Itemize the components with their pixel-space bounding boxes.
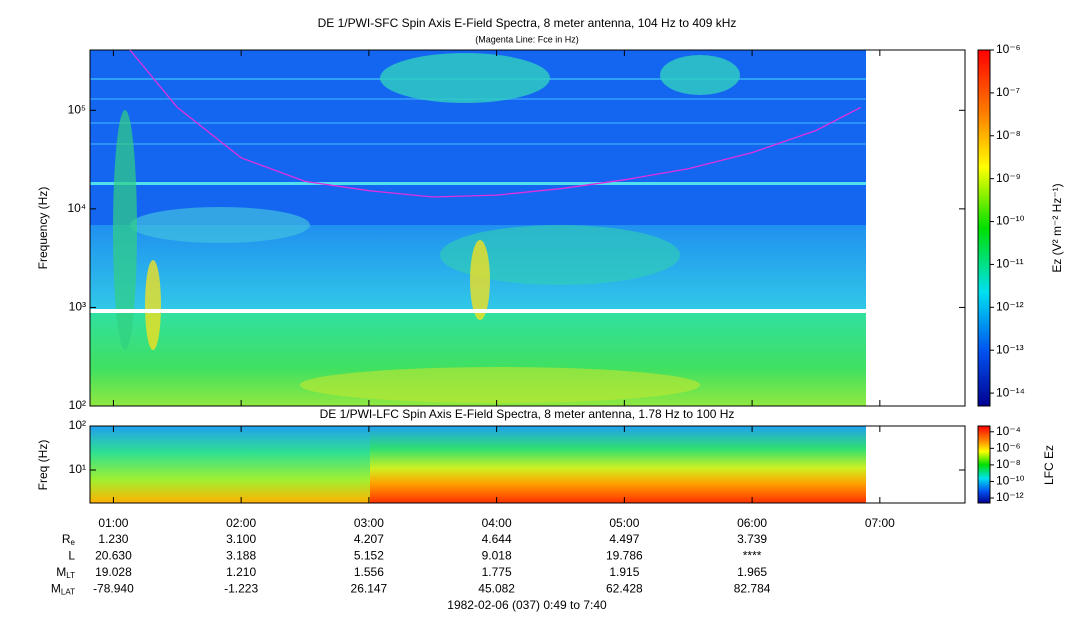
ephemeris-value: 1.210 <box>226 565 256 579</box>
ephemeris-value: 1.556 <box>354 565 384 579</box>
ephemeris-label: MLT <box>56 565 75 580</box>
lfc-spectrogram <box>90 426 866 503</box>
colorbar-tick-label: 10⁻⁶ <box>996 441 1021 455</box>
footer: 1982-02-06 (037) 0:49 to 7:40 <box>447 598 607 612</box>
x-tick-label: 03:00 <box>354 516 384 530</box>
ephemeris-sub: LAT <box>61 588 75 597</box>
ephemeris-name: M <box>51 582 61 596</box>
colorbar-tick-label: 10⁻¹⁴ <box>996 385 1025 399</box>
ephemeris-label: Re <box>62 532 76 547</box>
colorbar-tick-label: 10⁻⁴ <box>996 424 1021 438</box>
lfc-colorbar <box>977 425 991 504</box>
lfc-title: DE 1/PWI-LFC Spin Axis E-Field Spectra, … <box>320 407 735 421</box>
ephemeris-value: 19.786 <box>606 549 643 563</box>
sfc-frame <box>89 49 966 407</box>
ephemeris-value: -1.223 <box>224 582 258 596</box>
y-tick-label: 10¹ <box>69 462 86 476</box>
sfc-colorbar-label: Ez (V² m⁻² Hz⁻¹) <box>1050 183 1064 272</box>
colorbar-tick-label: 10⁻⁶ <box>996 42 1021 56</box>
x-tick-label: 01:00 <box>98 516 128 530</box>
ephemeris-sub: e <box>71 538 76 547</box>
ephemeris-value: 26.147 <box>351 582 388 596</box>
colorbar-tick-label: 10⁻⁸ <box>996 128 1021 142</box>
y-tick-label: 10⁴ <box>67 201 86 215</box>
x-tick-label: 07:00 <box>865 516 895 530</box>
ephemeris-value: 9.018 <box>482 549 512 563</box>
ephemeris-value: 5.152 <box>354 549 384 563</box>
ephemeris-value: 45.082 <box>478 582 515 596</box>
ephemeris-value: 82.784 <box>734 582 771 596</box>
sfc-subtitle: (Magenta Line: Fce in Hz) <box>475 34 579 44</box>
ephemeris-name: L <box>68 549 75 563</box>
colorbar-tick-label: 10⁻¹³ <box>996 342 1024 356</box>
colorbar-tick-label: 10⁻¹⁰ <box>996 214 1025 228</box>
sfc-colorbar <box>977 49 991 407</box>
ephemeris-sub: LT <box>66 571 75 580</box>
fce-line <box>129 49 861 198</box>
ephemeris-value: 1.965 <box>737 565 767 579</box>
colorbar-tick-label: 10⁻¹¹ <box>996 257 1024 271</box>
ephemeris-value: 3.100 <box>226 532 256 546</box>
sfc-y-label: Frequency (Hz) <box>36 187 50 270</box>
y-tick-label: 10² <box>69 418 86 432</box>
ephemeris-value: 4.497 <box>609 532 639 546</box>
lfc-colorbar-label: LFC Ez <box>1042 445 1056 485</box>
ephemeris-value: 4.644 <box>482 532 512 546</box>
sfc-spectrogram <box>90 50 866 406</box>
ephemeris-value: 3.739 <box>737 532 767 546</box>
colorbar-tick-label: 10⁻¹² <box>996 299 1024 313</box>
ephemeris-value: 3.188 <box>226 549 256 563</box>
x-tick-label: 02:00 <box>226 516 256 530</box>
colorbar-tick-label: 10⁻¹⁰ <box>996 474 1025 488</box>
ephemeris-value: 4.207 <box>354 532 384 546</box>
lfc-frame <box>89 425 966 504</box>
ephemeris-value: -78.940 <box>93 582 134 596</box>
y-tick-label: 10⁵ <box>68 102 86 116</box>
ephemeris-label: L <box>68 549 75 563</box>
ephemeris-value: 1.915 <box>609 565 639 579</box>
x-tick-label: 06:00 <box>737 516 767 530</box>
ephemeris-label: MLAT <box>51 582 75 597</box>
x-tick-label: 05:00 <box>609 516 639 530</box>
colorbar-tick-label: 10⁻⁸ <box>996 457 1021 471</box>
ephemeris-value: **** <box>743 549 762 563</box>
lfc-y-label: Freq (Hz) <box>36 440 50 491</box>
ephemeris-name: R <box>62 532 71 546</box>
colorbar-tick-label: 10⁻⁷ <box>996 85 1020 99</box>
ephemeris-value: 19.028 <box>95 565 132 579</box>
sfc-title: DE 1/PWI-SFC Spin Axis E-Field Spectra, … <box>318 16 737 30</box>
ephemeris-value: 1.230 <box>98 532 128 546</box>
colorbar-tick-label: 10⁻⁹ <box>996 171 1021 185</box>
ephemeris-name: M <box>56 565 66 579</box>
ephemeris-value: 1.775 <box>482 565 512 579</box>
y-tick-label: 10³ <box>69 300 86 314</box>
ephemeris-value: 62.428 <box>606 582 643 596</box>
colorbar-tick-label: 10⁻¹² <box>996 490 1024 504</box>
x-tick-label: 04:00 <box>482 516 512 530</box>
y-tick-label: 10² <box>69 398 86 412</box>
ephemeris-value: 20.630 <box>95 549 132 563</box>
